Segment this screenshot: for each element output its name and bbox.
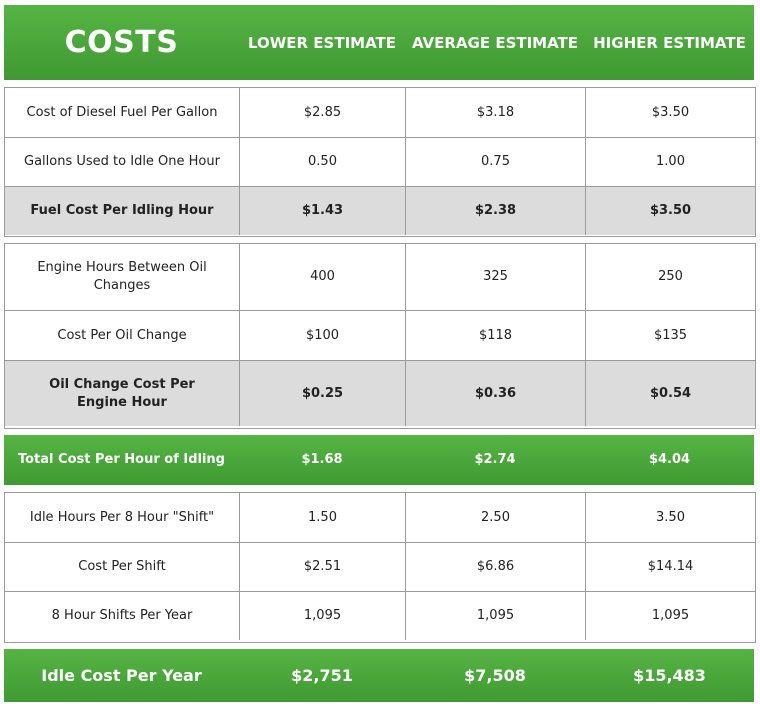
row-label: Cost Per Shift [5, 543, 240, 592]
value-average: 0.75 [406, 138, 586, 187]
value-lower: 0.50 [240, 138, 406, 187]
value-lower: $1.43 [240, 187, 406, 235]
value-lower: 1,095 [240, 592, 406, 640]
value-average: $2.74 [474, 452, 516, 467]
value-average: $0.36 [406, 361, 586, 426]
value-average: $6.86 [406, 543, 586, 592]
value-higher: 1,095 [651, 608, 690, 623]
row-label: Fuel Cost Per Idling Hour [5, 187, 240, 235]
row-label: Idle Cost Per Year [41, 665, 202, 685]
column-header-higher: HIGHER ESTIMATE [593, 33, 746, 52]
table-row: Idle Hours Per 8 Hour "Shift" 1.50 2.50 … [5, 493, 755, 543]
table-row: Cost Per Oil Change $100 $118 $135 [5, 311, 755, 361]
row-label: Engine Hours Between Oil Changes [5, 244, 240, 311]
value-higher: $3.50 [586, 88, 755, 138]
table-row: Engine Hours Between Oil Changes 400 325… [5, 244, 755, 311]
costs-title: COSTS [64, 24, 179, 60]
value-higher: 250 [586, 244, 755, 311]
row-label: Cost of Diesel Fuel Per Gallon [5, 88, 240, 138]
value-average: $2.38 [406, 187, 586, 235]
fuel-section: Cost of Diesel Fuel Per Gallon $2.85 $3.… [4, 87, 756, 237]
row-label: Total Cost Per Hour of Idling [17, 452, 225, 467]
value-lower: 400 [240, 244, 406, 311]
subtotal-row: Oil Change Cost Per Engine Hour $0.25 $0… [5, 361, 755, 426]
value-average: 325 [406, 244, 586, 311]
table-header: COSTS LOWER ESTIMATE AVERAGE ESTIMATE HI… [4, 5, 754, 80]
row-label: Oil Change Cost Per Engine Hour [5, 361, 240, 426]
value-lower: $1.68 [301, 452, 343, 467]
column-header-lower: LOWER ESTIMATE [247, 33, 397, 52]
value-lower: $2,751 [291, 665, 353, 685]
table-row: Cost of Diesel Fuel Per Gallon $2.85 $3.… [5, 88, 755, 138]
value-average: 2.50 [406, 493, 586, 543]
value-average: $3.18 [406, 88, 586, 138]
value-higher: $3.50 [586, 187, 755, 235]
column-header-average: AVERAGE ESTIMATE [411, 33, 579, 52]
oil-section: Engine Hours Between Oil Changes 400 325… [4, 243, 756, 429]
value-lower: $2.51 [240, 543, 406, 592]
value-higher: 3.50 [586, 493, 755, 543]
value-higher: $4.04 [648, 452, 691, 467]
row-label: Idle Hours Per 8 Hour "Shift" [5, 493, 240, 543]
value-average: 1,095 [406, 592, 586, 640]
value-lower: $0.25 [240, 361, 406, 426]
subtotal-row: Fuel Cost Per Idling Hour $1.43 $2.38 $3… [5, 187, 755, 235]
annual-cost-bar: Idle Cost Per Year $2,751 $7,508 $15,483 [4, 649, 754, 702]
value-average: $118 [406, 311, 586, 361]
table-row: 8 Hour Shifts Per Year 1,095 1,095 1,095 [5, 592, 755, 640]
row-label: 8 Hour Shifts Per Year [5, 592, 240, 640]
value-higher: $14.14 [586, 543, 755, 592]
value-higher: $0.54 [586, 361, 755, 426]
value-lower: 1.50 [240, 493, 406, 543]
value-higher: $15,483 [633, 665, 706, 685]
value-lower: $2.85 [240, 88, 406, 138]
value-higher: 1.00 [586, 138, 755, 187]
row-label: Cost Per Oil Change [5, 311, 240, 361]
value-lower: $100 [240, 311, 406, 361]
table-row: Gallons Used to Idle One Hour 0.50 0.75 … [5, 138, 755, 187]
row-label: Gallons Used to Idle One Hour [5, 138, 240, 187]
shift-section: Idle Hours Per 8 Hour "Shift" 1.50 2.50 … [4, 492, 756, 643]
value-higher: $135 [586, 311, 755, 361]
table-row: Cost Per Shift $2.51 $6.86 $14.14 [5, 543, 755, 592]
value-average: $7,508 [464, 665, 526, 685]
total-cost-bar: Total Cost Per Hour of Idling $1.68 $2.7… [4, 435, 754, 485]
